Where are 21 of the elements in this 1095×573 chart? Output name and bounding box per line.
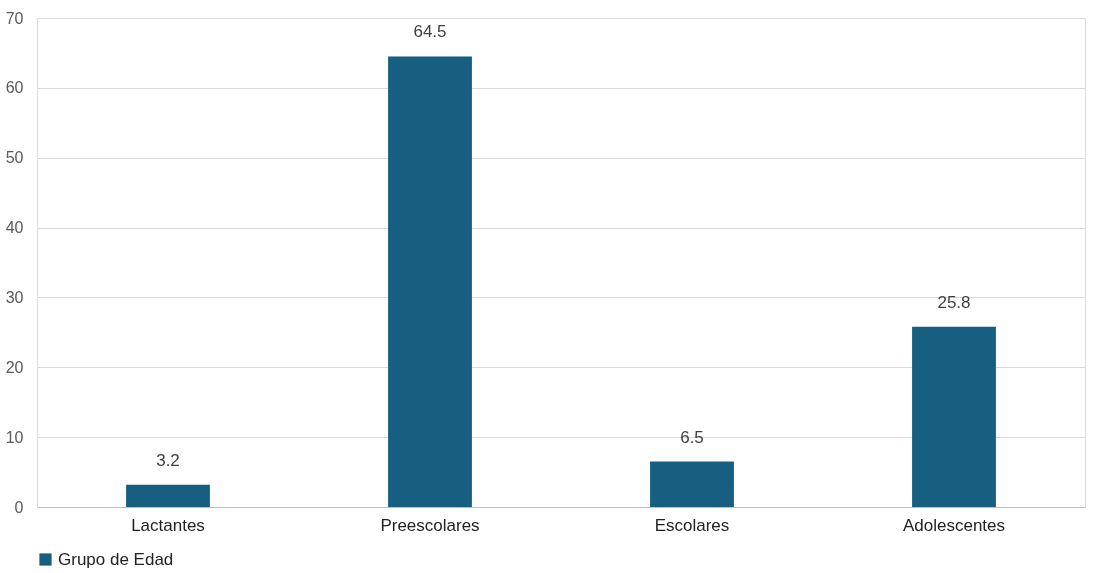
- y-tick-label: 70: [5, 9, 24, 27]
- y-tick-label: 10: [5, 428, 24, 446]
- data-label: 64.5: [413, 22, 447, 42]
- y-tick-label: 30: [5, 288, 24, 306]
- y-tick-label: 20: [5, 358, 24, 376]
- bar: [388, 56, 472, 507]
- x-tick-label: Preescolares: [380, 515, 480, 535]
- x-tick-label: Adolescentes: [902, 515, 1006, 535]
- x-tick-label: Lactantes: [131, 515, 205, 535]
- y-tick-label: 60: [5, 79, 24, 97]
- bar: [912, 326, 996, 507]
- bar: [126, 484, 210, 507]
- legend-label: Grupo de Edad: [58, 549, 174, 569]
- y-tick-label: 50: [5, 149, 24, 167]
- bar: [650, 461, 734, 507]
- y-tick-label: 40: [5, 219, 24, 237]
- y-tick-label: 0: [14, 498, 24, 516]
- x-tick-label: Escolares: [654, 515, 730, 535]
- data-label: 25.8: [937, 292, 971, 312]
- data-label: 6.5: [680, 427, 704, 447]
- data-label: 3.2: [156, 450, 180, 470]
